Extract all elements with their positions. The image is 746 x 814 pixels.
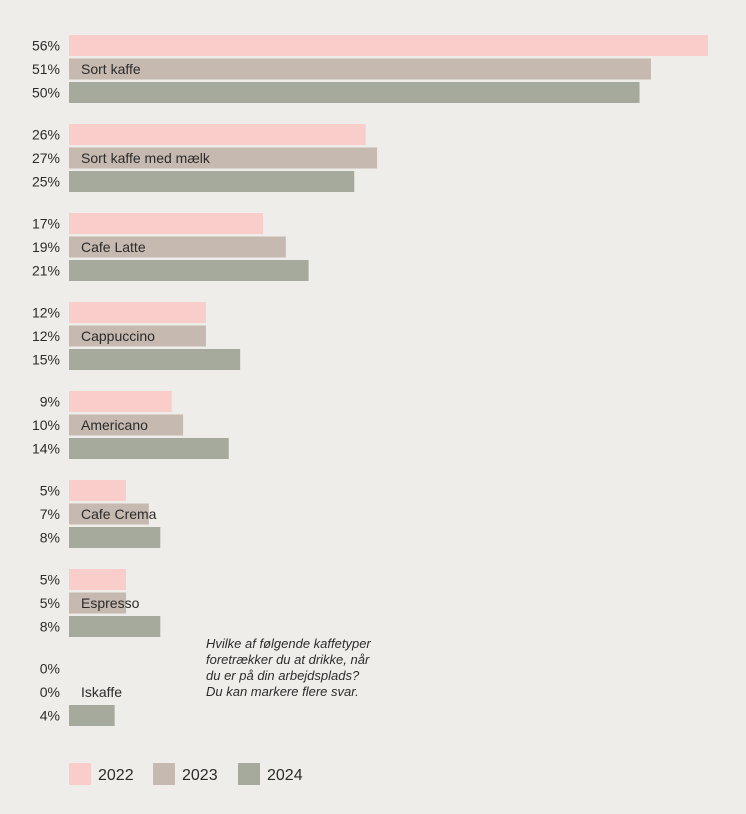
bar bbox=[69, 705, 115, 726]
legend-swatch bbox=[238, 763, 260, 785]
value-label: 14% bbox=[32, 441, 60, 457]
bar bbox=[69, 480, 127, 501]
value-label: 15% bbox=[32, 352, 60, 368]
legend-swatch bbox=[153, 763, 175, 785]
value-label: 56% bbox=[32, 38, 60, 54]
value-label: 0% bbox=[40, 661, 60, 677]
bar bbox=[69, 616, 161, 637]
category-label: Cafe Latte bbox=[81, 239, 146, 255]
survey-question: Hvilke af følgende kaffetyper foretrække… bbox=[206, 636, 371, 699]
legend-label: 2023 bbox=[182, 767, 218, 784]
value-label: 8% bbox=[40, 530, 60, 546]
bar bbox=[69, 349, 241, 370]
bar bbox=[69, 302, 206, 323]
value-label: 10% bbox=[32, 417, 60, 433]
value-label: 25% bbox=[32, 174, 60, 190]
value-label: 12% bbox=[32, 305, 60, 321]
value-label: 4% bbox=[40, 708, 60, 724]
bar bbox=[69, 569, 127, 590]
bar bbox=[69, 260, 309, 281]
bar bbox=[69, 325, 206, 347]
value-label: 5% bbox=[40, 595, 60, 611]
bar bbox=[69, 592, 127, 614]
value-label: 19% bbox=[32, 239, 60, 255]
bar bbox=[69, 236, 286, 258]
value-label: 0% bbox=[40, 684, 60, 700]
legend-swatch bbox=[69, 763, 91, 785]
bar bbox=[69, 503, 149, 525]
value-label: 26% bbox=[32, 127, 60, 143]
category-label: Espresso bbox=[81, 595, 140, 611]
legend-label: 2024 bbox=[267, 767, 303, 784]
value-label: 8% bbox=[40, 619, 60, 635]
value-label: 5% bbox=[40, 572, 60, 588]
bar bbox=[69, 171, 355, 192]
value-label: 12% bbox=[32, 328, 60, 344]
bar bbox=[69, 82, 640, 103]
category-label: Iskaffe bbox=[81, 684, 122, 700]
legend-label: 2022 bbox=[98, 767, 134, 784]
category-label: Sort kaffe bbox=[81, 61, 141, 77]
bar bbox=[69, 414, 184, 436]
bar bbox=[69, 124, 366, 145]
value-label: 7% bbox=[40, 506, 60, 522]
category-label: Cappuccino bbox=[81, 328, 155, 344]
bar bbox=[69, 147, 378, 169]
value-label: 50% bbox=[32, 85, 60, 101]
value-label: 27% bbox=[32, 150, 60, 166]
value-label: 9% bbox=[40, 394, 60, 410]
bar bbox=[69, 35, 708, 56]
value-label: 5% bbox=[40, 483, 60, 499]
bar bbox=[69, 213, 263, 234]
value-label: 21% bbox=[32, 263, 60, 279]
category-label: Sort kaffe med mælk bbox=[81, 150, 211, 166]
value-label: 51% bbox=[32, 61, 60, 77]
category-label: Americano bbox=[81, 417, 148, 433]
bar bbox=[69, 438, 229, 459]
bar bbox=[69, 58, 651, 80]
category-label: Cafe Crema bbox=[81, 506, 157, 522]
value-label: 17% bbox=[32, 216, 60, 232]
bar bbox=[69, 527, 161, 548]
bar bbox=[69, 391, 172, 412]
